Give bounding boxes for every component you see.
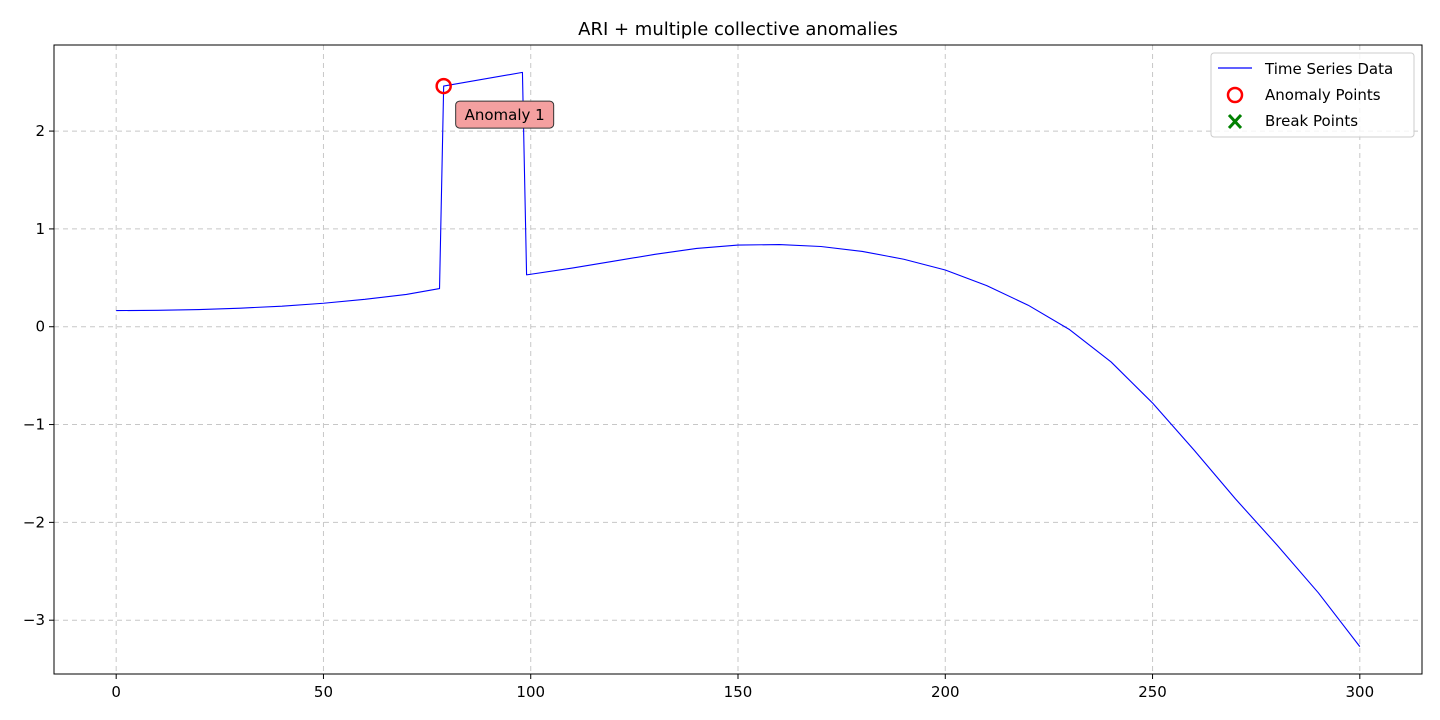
y-tick-label: −2 — [23, 513, 45, 531]
legend-label-anomaly: Anomaly Points — [1265, 86, 1381, 104]
annotation-layer: Anomaly 1 — [455, 100, 555, 129]
x-tick-label: 200 — [931, 683, 960, 701]
series-line — [116, 71, 1361, 647]
legend: Time Series Data Anomaly Points Break Po… — [1210, 52, 1415, 138]
marker-layer — [435, 77, 452, 95]
y-tick-label: −1 — [23, 416, 45, 434]
chart-title: ARI + multiple collective anomalies — [578, 19, 898, 40]
x-tick-label: 150 — [724, 683, 753, 701]
x-tick-label: 100 — [516, 683, 545, 701]
anomaly-point — [435, 77, 452, 95]
legend-label-break: Break Points — [1265, 112, 1358, 130]
legend-anomaly-marker — [1226, 86, 1244, 104]
x-tick-label: 300 — [1345, 683, 1374, 701]
x-tick-label: 50 — [314, 683, 333, 701]
x-tick-label: 250 — [1138, 683, 1167, 701]
x-tick-label: 0 — [111, 683, 121, 701]
axes: 0 50 100 150 200 250 300 −3 −2 −1 0 1 2 — [23, 122, 1374, 701]
annotation-label: Anomaly 1 — [465, 106, 545, 124]
legend-label-series: Time Series Data — [1264, 60, 1393, 78]
legend-break-marker — [1227, 113, 1243, 130]
annotation-box — [455, 100, 555, 129]
y-tick-label: 2 — [35, 122, 45, 140]
grid — [54, 45, 1422, 674]
y-tick-label: 0 — [35, 318, 45, 336]
y-tick-label: −3 — [23, 611, 45, 629]
anomaly-annotation: Anomaly 1 — [455, 100, 555, 129]
y-tick-label: 1 — [35, 220, 45, 238]
legend-box — [1210, 52, 1415, 138]
series-layer — [116, 71, 1361, 647]
